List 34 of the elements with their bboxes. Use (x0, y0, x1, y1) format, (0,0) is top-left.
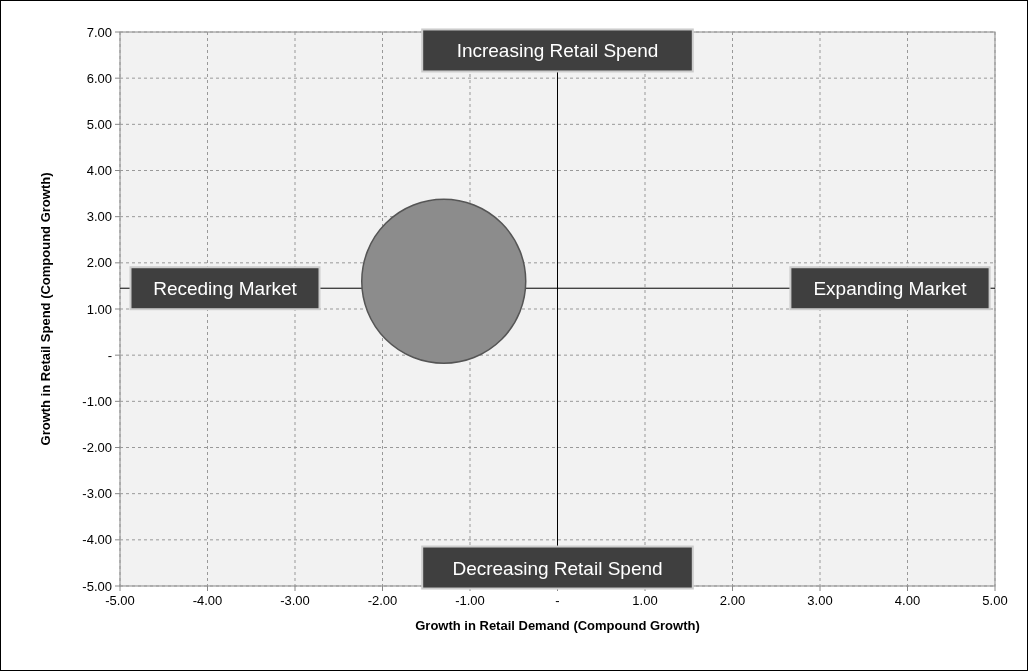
y-tick-label: -3.00 (82, 486, 112, 502)
y-tick-label: 1.00 (86, 301, 112, 317)
label-box: Receding Market (129, 266, 321, 311)
x-tick-label: 4.00 (894, 593, 921, 608)
x-tick-label: -2.00 (367, 593, 398, 608)
x-tick-label: -4.00 (192, 593, 223, 608)
x-axis-title: Growth in Retail Demand (Compound Growth) (415, 618, 700, 633)
x-tick-label: -3.00 (280, 593, 310, 608)
label-box: Increasing Retail Spend (421, 28, 694, 73)
x-tick-label: -1.00 (455, 593, 485, 608)
annotation: Increasing Retail Spend (456, 40, 659, 62)
label-box: Expanding Market (789, 266, 991, 311)
y-tick-label: -2.00 (82, 440, 112, 455)
y-tick-label: 4.00 (86, 163, 112, 178)
y-tick-label: 2.00 (86, 255, 112, 271)
x-tick-label: 5.00 (982, 593, 1008, 608)
label-box: Decreasing Retail Spend (421, 545, 694, 590)
annotation: Decreasing Retail Spend (452, 557, 663, 579)
y-tick-label: 3.00 (86, 209, 112, 225)
y-tick-label: 6.00 (86, 70, 112, 86)
annotation: Receding Market (153, 278, 298, 300)
y-tick-label: 5.00 (86, 116, 112, 132)
annotation: Expanding Market (813, 278, 968, 300)
x-tick-label: 1.00 (632, 593, 658, 608)
x-tick-label: - (555, 593, 560, 608)
y-tick-label: -5.00 (82, 578, 112, 594)
x-tick-label: -5.00 (105, 593, 135, 608)
y-tick-label: - (107, 347, 112, 363)
y-tick-label: 7.00 (86, 24, 112, 40)
y-tick-label: -1.00 (82, 393, 112, 409)
x-tick-label: 3.00 (807, 593, 833, 608)
y-tick-label: -4.00 (82, 532, 112, 548)
x-tick-label: 2.00 (719, 593, 746, 608)
y-axis-title: Growth in Retail Spend (Compound Growth) (38, 172, 53, 446)
